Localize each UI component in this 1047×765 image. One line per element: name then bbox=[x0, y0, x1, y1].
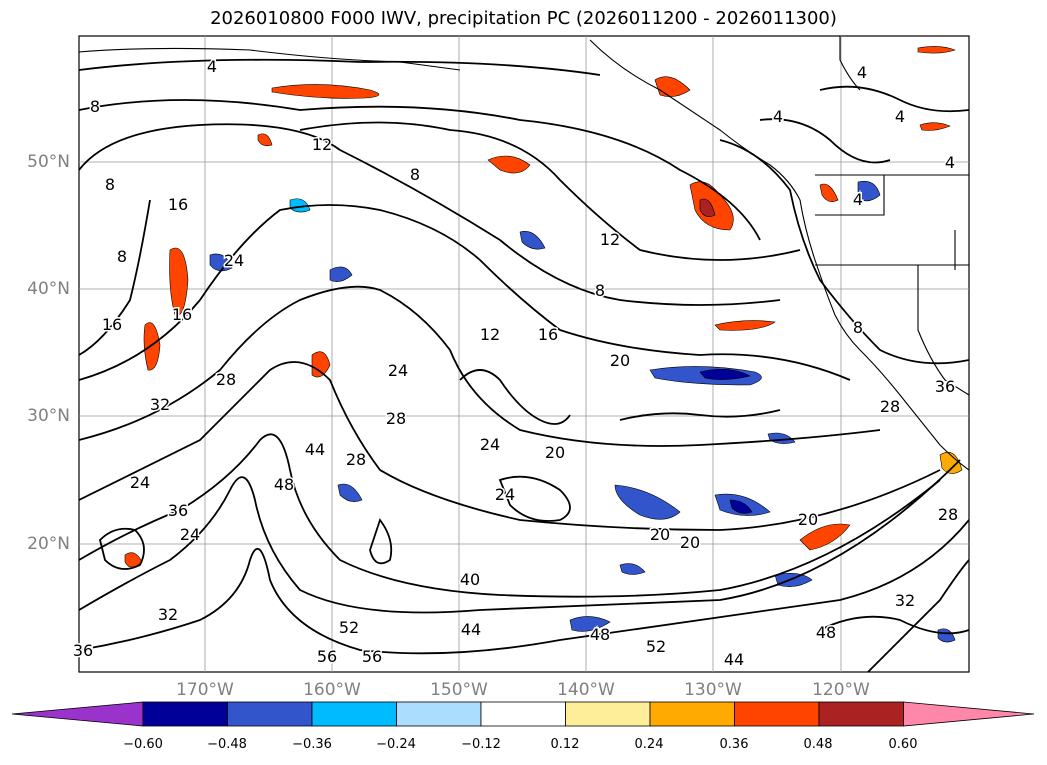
contour-label: 28 bbox=[216, 370, 236, 389]
contour-label: 24 bbox=[180, 525, 200, 544]
contour-label: 28 bbox=[938, 505, 958, 524]
contour-label: 20 bbox=[610, 351, 630, 370]
contour-label: 8 bbox=[595, 281, 605, 300]
colorbar-segment bbox=[142, 701, 228, 727]
contour-label: 40 bbox=[460, 570, 480, 589]
colorbar-tick: −0.60 bbox=[123, 737, 163, 752]
contour-label: 16 bbox=[538, 325, 558, 344]
contour-label: 4 bbox=[945, 153, 955, 172]
colorbar-segment bbox=[480, 701, 566, 727]
contour-label: 20 bbox=[680, 533, 700, 552]
lon-label-160w: 160°W bbox=[303, 680, 361, 700]
lat-label-20n: 20°N bbox=[27, 534, 70, 554]
colorbar bbox=[11, 701, 1035, 727]
contour-label: 20 bbox=[650, 525, 670, 544]
contour-label: 48 bbox=[816, 623, 836, 642]
contour-label: 24 bbox=[495, 485, 515, 504]
contour-label: 12 bbox=[600, 230, 620, 249]
map-title: 2026010800 F000 IWV, precipitation PC (2… bbox=[210, 8, 837, 29]
contour-label: 44 bbox=[724, 650, 744, 669]
lat-label-50n: 50°N bbox=[27, 152, 70, 172]
lat-label-30n: 30°N bbox=[27, 406, 70, 426]
contour-label: 16 bbox=[102, 315, 122, 334]
contour-label: 4 bbox=[207, 57, 217, 76]
contour-label: 56 bbox=[317, 647, 337, 666]
contour-label: 12 bbox=[312, 135, 332, 154]
lon-label-130w: 130°W bbox=[684, 680, 742, 700]
contour-label: 28 bbox=[346, 450, 366, 469]
iwv-contours bbox=[79, 58, 969, 672]
contour-label: 8 bbox=[105, 175, 115, 194]
contour-label: 20 bbox=[545, 443, 565, 462]
contour-label: 8 bbox=[117, 247, 127, 266]
contour-label: 48 bbox=[274, 475, 294, 494]
contour-label: 24 bbox=[224, 251, 244, 270]
contour-label: 32 bbox=[158, 605, 178, 624]
colorbar-tick: −0.12 bbox=[461, 737, 501, 752]
contour-label: 4 bbox=[857, 63, 867, 82]
contour-label: 28 bbox=[386, 409, 406, 428]
colorbar-tick: −0.24 bbox=[376, 737, 416, 752]
colorbar-segment bbox=[565, 701, 651, 727]
contour-label: 12 bbox=[480, 325, 500, 344]
colorbar-tick: −0.36 bbox=[292, 737, 332, 752]
contour-label: 4 bbox=[773, 107, 783, 126]
colorbar-tick: 0.36 bbox=[719, 737, 749, 752]
contour-label: 44 bbox=[461, 620, 481, 639]
colorbar-segment bbox=[734, 701, 820, 727]
colorbar-tick: 0.60 bbox=[888, 737, 918, 752]
contour-label: 24 bbox=[130, 473, 150, 492]
contour-label: 36 bbox=[73, 641, 93, 660]
contour-label: 28 bbox=[880, 397, 900, 416]
lon-label-150w: 150°W bbox=[430, 680, 488, 700]
colorbar-segment bbox=[649, 701, 735, 727]
contour-label: 4 bbox=[853, 190, 863, 209]
contour-label: 16 bbox=[172, 305, 192, 324]
contour-label: 24 bbox=[480, 435, 500, 454]
contour-label: 52 bbox=[339, 618, 359, 637]
colorbar-extend-low bbox=[11, 701, 144, 727]
contour-label: 48 bbox=[590, 625, 610, 644]
map-frame bbox=[78, 35, 970, 673]
colorbar-extend-high bbox=[903, 701, 1035, 727]
colorbar-tick: 0.12 bbox=[550, 737, 580, 752]
contour-label: 4 bbox=[895, 107, 905, 126]
contour-label: 8 bbox=[410, 165, 420, 184]
contour-label: 20 bbox=[798, 510, 818, 529]
contour-label: 56 bbox=[362, 647, 382, 666]
colorbar-segment bbox=[311, 701, 397, 727]
colorbar-tick: 0.24 bbox=[634, 737, 664, 752]
colorbar-tick: −0.48 bbox=[207, 737, 247, 752]
colorbar-tick: 0.48 bbox=[803, 737, 833, 752]
coastline bbox=[79, 36, 969, 471]
contour-label: 52 bbox=[646, 637, 666, 656]
contour-label: 32 bbox=[895, 591, 915, 610]
colorbar-segment bbox=[227, 701, 313, 727]
lat-label-40n: 40°N bbox=[27, 279, 70, 299]
lon-label-170w: 170°W bbox=[176, 680, 234, 700]
contour-label: 16 bbox=[168, 195, 188, 214]
colorbar-segment bbox=[396, 701, 482, 727]
colorbar-segment bbox=[818, 701, 904, 727]
contour-label: 32 bbox=[150, 395, 170, 414]
contour-label: 44 bbox=[305, 440, 325, 459]
contour-label: 36 bbox=[168, 501, 188, 520]
precipitation-shading bbox=[124, 46, 963, 643]
contour-label: 8 bbox=[853, 318, 863, 337]
lon-label-120w: 120°W bbox=[812, 680, 870, 700]
contour-label: 24 bbox=[388, 361, 408, 380]
contour-label: 36 bbox=[935, 377, 955, 396]
lon-label-140w: 140°W bbox=[557, 680, 615, 700]
contour-label: 8 bbox=[90, 97, 100, 116]
